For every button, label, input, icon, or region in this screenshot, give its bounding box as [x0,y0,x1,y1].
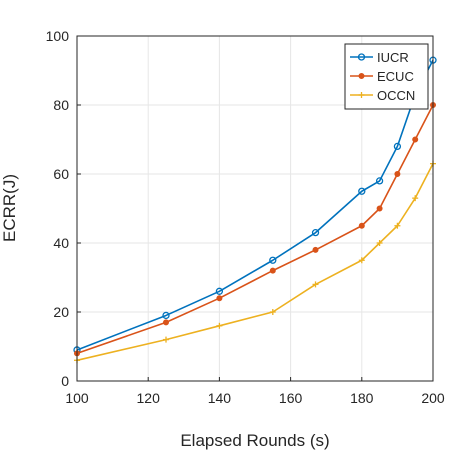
data-point [162,319,169,326]
y-tick-label: 20 [53,304,69,320]
y-tick-label: 100 [46,28,70,44]
data-point [375,177,384,185]
data-point [162,311,170,320]
legend-item: OCCN [350,88,415,103]
data-point [358,257,365,264]
series-layer [73,56,437,364]
x-tick-label: 140 [208,390,232,406]
data-point [376,205,383,212]
data-point [358,73,365,80]
legend-item: IUCR [350,50,409,65]
data-point [357,53,366,61]
legend-label: IUCR [377,50,409,65]
data-point [269,267,276,274]
data-point [312,246,319,253]
y-tick-label: 0 [61,373,69,389]
data-point [216,322,223,329]
data-point [358,92,365,98]
data-point [412,195,419,202]
series-line-iucr [76,59,434,351]
data-point [358,187,366,195]
data-point [215,287,224,295]
y-tick-label: 40 [53,235,69,251]
x-tick-label: 160 [279,390,303,406]
x-tick-label: 120 [137,390,161,406]
series-occn [74,160,436,364]
x-tick-label: 180 [350,390,374,406]
data-point [163,336,169,343]
data-point [394,222,401,229]
y-axis-title: ECRR(J) [0,174,19,242]
legend: IUCR ECUC OCCN [344,43,429,110]
plot-frame [76,35,434,382]
data-point [393,142,402,151]
y-tick-label: 80 [53,97,69,113]
legend-item: ECUC [350,69,414,84]
data-point [412,136,419,143]
data-point [216,295,223,302]
legend-label: ECUC [377,69,414,84]
y-axis-ticks: 0 20 40 60 80 100 [46,28,81,389]
x-axis-title: Elapsed Rounds (s) [180,431,329,450]
data-point [394,170,401,177]
y-tick-label: 60 [53,166,69,182]
data-point [269,309,276,315]
legend-label: OCCN [377,88,415,103]
data-point [376,240,383,246]
x-axis-ticks: 100 120 140 160 180 200 [65,377,445,406]
data-point [358,222,365,229]
x-tick-label: 100 [65,390,89,406]
series-line-occn [76,163,434,362]
data-point [269,256,277,264]
data-point [311,228,320,237]
series-line-ecuc [76,104,434,355]
data-point [312,281,319,288]
x-tick-label: 200 [421,390,445,406]
